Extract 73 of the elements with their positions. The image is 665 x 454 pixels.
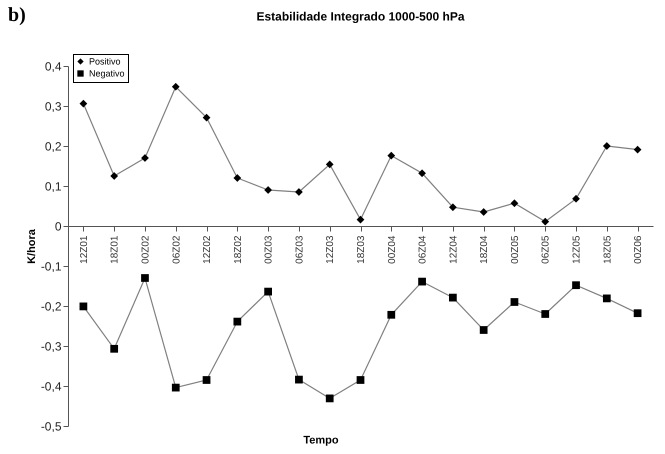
point — [602, 142, 611, 150]
point — [264, 288, 272, 296]
point — [418, 278, 426, 286]
x-tick-label: 18Z04 — [479, 235, 490, 264]
point — [634, 146, 642, 154]
x-tick-label: 00Z06 — [633, 235, 644, 264]
x-tick-label: 12Z01 — [78, 235, 90, 264]
x-tick-label: 12Z02 — [202, 235, 214, 264]
y-tick-label: -0,4 — [40, 380, 62, 394]
point — [110, 172, 118, 180]
point — [202, 114, 210, 122]
y-tick-label: 0,2 — [44, 140, 62, 154]
x-tick-label: 18Z02 — [232, 235, 244, 264]
point — [541, 310, 550, 318]
x-tick-label: 00Z03 — [264, 235, 275, 264]
x-tick-label: 12Z04 — [448, 235, 460, 264]
x-tick-label: 00Z05 — [510, 235, 521, 264]
x-tick-label: 18Z05 — [602, 235, 614, 264]
point — [448, 294, 457, 302]
y-tick-label: 0,1 — [44, 180, 62, 194]
point — [572, 194, 580, 203]
point — [295, 376, 303, 384]
x-tick-label: 12Z05 — [572, 235, 583, 264]
x-tick-label: 06Z04 — [418, 235, 429, 264]
point — [172, 384, 180, 392]
point — [572, 281, 580, 290]
point — [634, 309, 642, 318]
point — [326, 394, 334, 402]
x-tick-label: 12Z03 — [325, 235, 336, 264]
point — [387, 310, 396, 319]
legend-label: Negativo — [89, 68, 125, 78]
text: b) — [8, 4, 26, 27]
point — [172, 82, 180, 91]
point — [264, 186, 272, 194]
y-tick-label: -0,3 — [40, 340, 62, 354]
point — [233, 318, 242, 326]
point — [510, 298, 518, 306]
point — [295, 188, 303, 196]
y-tick-label: 0,4 — [44, 60, 62, 74]
x-tick-label: 06Z05 — [540, 235, 552, 264]
point — [480, 208, 488, 216]
x-axis-title: Tempo — [303, 434, 339, 446]
point — [326, 160, 334, 168]
point — [480, 326, 488, 334]
point — [141, 154, 149, 162]
point — [202, 376, 210, 384]
point — [356, 376, 364, 384]
y-tick-label: 0,3 — [44, 100, 62, 114]
point — [510, 199, 518, 208]
chart-title: Estabilidade Integrado 1000-500 hPa — [256, 10, 465, 24]
point — [356, 216, 364, 224]
point — [418, 169, 426, 178]
point — [80, 302, 88, 310]
point — [141, 274, 149, 282]
point — [448, 203, 457, 212]
x-tick-label: 00Z04 — [386, 235, 398, 264]
y-tick-label: -0,1 — [40, 260, 62, 274]
x-tick-label: 18Z03 — [356, 235, 367, 264]
point — [541, 218, 550, 226]
y-tick-label: -0,2 — [40, 300, 62, 314]
legend-label: Positivo — [89, 56, 121, 66]
x-tick-label: 18Z01 — [110, 235, 121, 264]
point — [233, 174, 242, 182]
x-tick-label: 06Z03 — [294, 235, 306, 264]
y-tick-label: -0,5 — [40, 420, 62, 434]
point — [110, 344, 118, 353]
x-tick-label: 00Z02 — [140, 235, 152, 264]
point — [387, 152, 396, 160]
y-tick-label: 0 — [54, 220, 62, 234]
y-axis-title: K/hora — [26, 228, 38, 264]
point — [80, 100, 88, 108]
point — [602, 294, 611, 302]
x-tick-label: 06Z02 — [171, 235, 182, 264]
